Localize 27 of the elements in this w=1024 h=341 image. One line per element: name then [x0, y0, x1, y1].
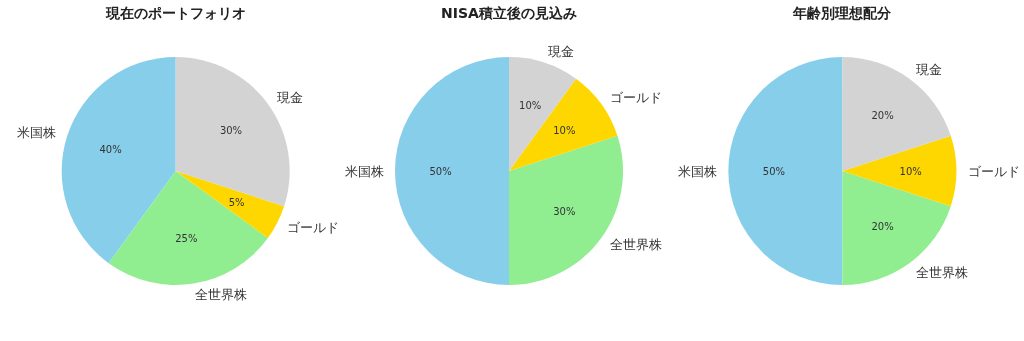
- slice-label: 米国株: [677, 163, 717, 179]
- data-label: 20%: [871, 220, 894, 232]
- data-label: 10%: [519, 100, 542, 112]
- data-label: 10%: [899, 165, 922, 177]
- data-label: 50%: [429, 165, 452, 177]
- data-label: 50%: [762, 165, 786, 177]
- chart-title: 現在のポートフォリオ: [104, 5, 246, 21]
- data-label: 40%: [99, 144, 122, 156]
- slice-label: ゴールド: [967, 163, 1020, 179]
- data-label: 5%: [228, 196, 245, 208]
- slice-label: 現金: [547, 44, 574, 60]
- chart-title: NISA積立後の見込み: [441, 5, 577, 21]
- data-label: 10%: [553, 125, 576, 137]
- slice-label: 現金: [277, 89, 304, 105]
- data-label: 20%: [871, 110, 894, 122]
- slice-label: 米国株: [17, 124, 57, 140]
- data-label: 25%: [175, 233, 198, 245]
- slice-label: ゴールド: [287, 220, 340, 236]
- chart-title: 年齢別理想配分: [792, 5, 893, 21]
- slice-label: 全世界株: [610, 237, 663, 253]
- slice-label: 全世界株: [195, 287, 248, 303]
- data-label: 30%: [553, 205, 576, 217]
- slice-label: 米国株: [344, 163, 384, 179]
- slice-label: 現金: [916, 62, 943, 78]
- data-label: 30%: [219, 125, 243, 137]
- slice-label: 全世界株: [916, 264, 969, 280]
- slice-label: ゴールド: [610, 89, 663, 105]
